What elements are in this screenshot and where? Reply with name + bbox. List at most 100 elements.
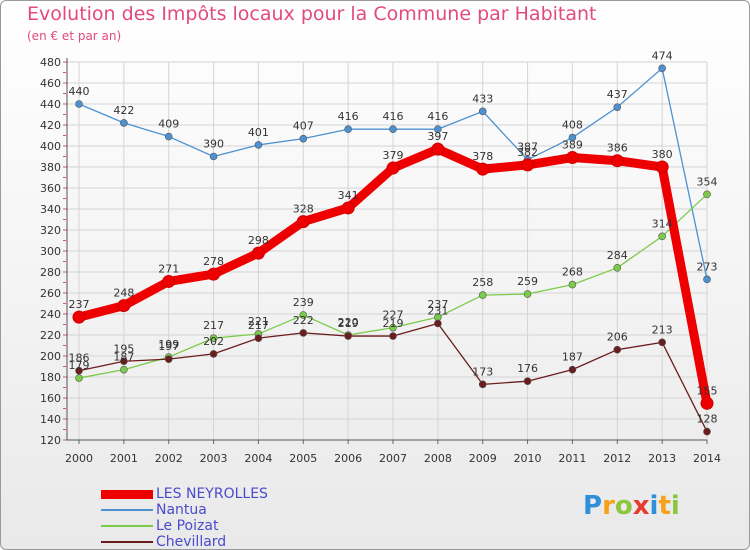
x-tick-label: 2006 [334, 452, 362, 465]
y-tick-label: 260 [40, 287, 61, 300]
data-point [523, 377, 532, 386]
x-tick-label: 2011 [558, 452, 586, 465]
chart-axes: 120 140 160 180 200 220 240 260 280 300 320 340 360 3… [40, 56, 721, 465]
x-tick-label: 2005 [289, 452, 317, 465]
data-point [568, 365, 577, 374]
data-label: 239 [293, 296, 314, 309]
data-label: 474 [652, 49, 673, 62]
data-point [75, 374, 83, 382]
data-label: 386 [607, 142, 628, 155]
y-tick-label: 480 [40, 56, 61, 69]
data-point [117, 299, 131, 313]
data-label: 187 [113, 351, 134, 364]
legend-label: Nantua [156, 502, 207, 518]
y-tick-label: 380 [40, 161, 61, 174]
logo-letter: i [649, 491, 659, 521]
data-point [703, 427, 711, 436]
data-label: 328 [293, 203, 314, 216]
data-label: 206 [607, 331, 628, 344]
data-label: 380 [652, 148, 673, 161]
x-tick-label: 2002 [155, 452, 183, 465]
data-point [613, 103, 622, 111]
y-tick-label: 200 [40, 350, 61, 363]
data-label: 278 [203, 255, 224, 268]
data-point [389, 323, 397, 332]
data-label: 237 [69, 298, 90, 311]
x-tick-label: 2012 [603, 452, 631, 465]
data-label: 273 [697, 260, 718, 273]
data-point [655, 160, 669, 174]
data-label: 222 [293, 314, 314, 327]
data-label: 379 [383, 149, 404, 162]
data-label: 186 [69, 352, 90, 365]
data-label: 407 [293, 120, 314, 133]
data-point [658, 232, 666, 241]
data-point [209, 152, 218, 161]
x-tick-label: 2008 [424, 452, 452, 465]
data-point [120, 365, 128, 374]
data-point [299, 311, 308, 319]
data-point [658, 338, 666, 347]
y-tick-label: 120 [40, 434, 61, 447]
data-label: 128 [697, 413, 718, 426]
data-point [120, 357, 128, 366]
data-label: 173 [472, 365, 493, 378]
data-point [162, 274, 176, 288]
x-tick-label: 2010 [514, 452, 542, 465]
y-tick-label: 280 [40, 266, 61, 279]
data-label: 187 [562, 351, 583, 364]
data-point [568, 133, 577, 142]
data-point [299, 329, 308, 337]
legend-swatch [101, 509, 153, 511]
legend-label: Le Poizat [156, 518, 219, 534]
data-point [75, 366, 83, 375]
data-point [389, 332, 397, 340]
data-point [389, 125, 397, 133]
data-point [613, 263, 622, 272]
data-label: 389 [562, 139, 583, 152]
data-point [164, 355, 173, 363]
data-point [254, 141, 263, 149]
data-label: 354 [697, 175, 718, 188]
data-label: 397 [427, 130, 448, 143]
x-tick-label: 2009 [469, 452, 497, 465]
data-label: 390 [203, 138, 224, 151]
data-label: 268 [562, 266, 583, 279]
data-point [565, 151, 579, 165]
data-label: 220 [338, 316, 359, 329]
y-tick-label: 320 [40, 224, 61, 237]
y-tick-label: 400 [40, 140, 61, 153]
data-label: 440 [69, 85, 90, 98]
data-label: 197 [158, 340, 179, 353]
y-tick-label: 180 [40, 371, 61, 384]
data-point [478, 107, 487, 116]
data-point [209, 350, 218, 358]
data-point [341, 201, 355, 215]
data-label: 213 [652, 323, 673, 336]
data-label: 217 [203, 319, 224, 332]
data-label: 284 [607, 249, 628, 262]
data-point [523, 290, 532, 298]
data-point [120, 119, 128, 127]
data-point [386, 161, 400, 175]
data-label: 416 [427, 110, 448, 123]
data-label: 202 [203, 335, 224, 348]
data-point [254, 334, 263, 342]
data-label: 179 [69, 359, 90, 372]
data-label: 416 [338, 110, 359, 123]
data-point [296, 215, 310, 229]
logo-letter: x [632, 491, 650, 521]
x-tick-label: 2001 [110, 452, 138, 465]
data-label: 221 [248, 315, 269, 328]
y-tick-label: 460 [40, 77, 61, 90]
data-point [478, 380, 487, 389]
data-point [434, 125, 442, 133]
data-point [658, 64, 666, 73]
data-label: 176 [517, 362, 538, 375]
y-tick-label: 220 [40, 329, 61, 342]
y-tick-label: 140 [40, 413, 61, 426]
x-tick-label: 2007 [379, 452, 407, 465]
data-label: 271 [158, 262, 179, 275]
